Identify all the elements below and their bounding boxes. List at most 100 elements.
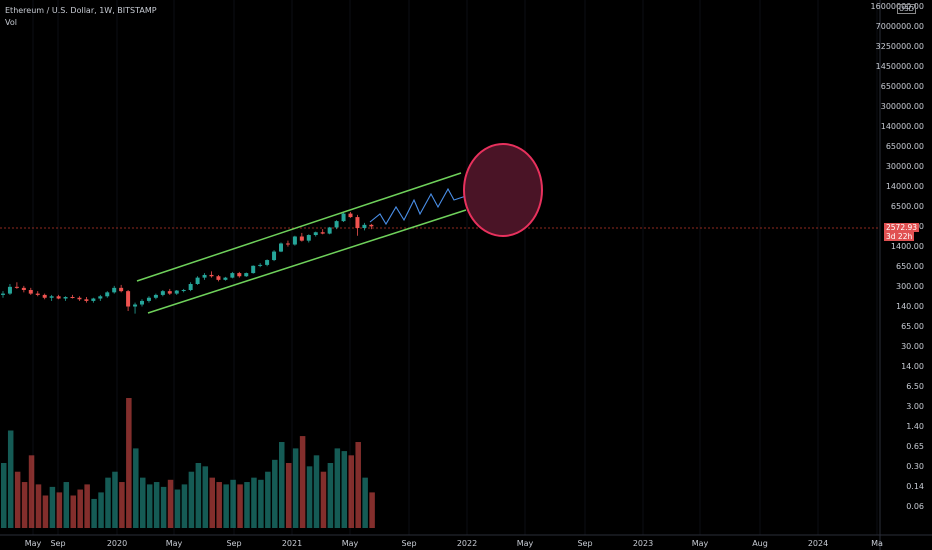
volume-bars xyxy=(1,398,375,528)
price-axis-label: 1450000.00 xyxy=(876,62,924,71)
target-circle[interactable] xyxy=(463,143,543,237)
volume-bar xyxy=(14,471,21,528)
price-axis-label: 65000.00 xyxy=(886,142,924,151)
volume-bar xyxy=(112,471,118,528)
volume-bar xyxy=(140,477,146,528)
candle-body xyxy=(195,277,200,284)
volume-bar xyxy=(70,495,76,528)
volume-bar xyxy=(209,477,215,528)
volume-bar xyxy=(7,430,14,528)
price-axis-label: 0.06 xyxy=(906,502,924,511)
time-axis-label: Sep xyxy=(401,539,416,548)
volume-bar xyxy=(77,489,83,528)
bar-countdown-badge: 3d 22h xyxy=(884,232,915,241)
time-axis-label: Ma xyxy=(871,539,883,548)
volume-bar xyxy=(28,455,35,528)
candle-body xyxy=(133,304,138,307)
price-axis-label: 6.50 xyxy=(906,382,924,391)
candle-body xyxy=(223,277,228,280)
candle-body xyxy=(306,235,311,241)
volume-bar xyxy=(299,436,306,528)
price-axis-label: 1400.00 xyxy=(891,242,924,251)
candle-body xyxy=(181,290,186,292)
channel-upper-line[interactable] xyxy=(136,172,462,282)
candle-body xyxy=(202,274,207,278)
projection-zigzag[interactable] xyxy=(369,186,489,226)
volume-bar xyxy=(35,484,42,528)
candle-body xyxy=(341,213,346,222)
symbol-title[interactable]: Ethereum / U.S. Dollar, 1W, BITSTAMP xyxy=(5,6,157,15)
price-axis-label: 3.00 xyxy=(906,402,924,411)
candle-body xyxy=(285,243,290,245)
volume-bar xyxy=(341,451,348,528)
candle-body xyxy=(42,294,47,298)
time-axis[interactable]: May Sep 2020 May Sep 2021 May Sep 2022 May Sep 2023… xyxy=(25,539,883,548)
volume-bar xyxy=(313,455,320,528)
time-axis-label: Sep xyxy=(226,539,241,548)
candle-body xyxy=(98,296,103,299)
candle-body xyxy=(126,291,131,307)
volume-bar xyxy=(160,486,167,528)
price-axis-label: 140.00 xyxy=(896,302,924,311)
price-axis-label: 30000.00 xyxy=(886,162,924,171)
candle-body xyxy=(174,290,179,294)
candle-body xyxy=(313,232,318,236)
candle-body xyxy=(327,227,332,234)
volume-bar xyxy=(285,463,292,528)
time-axis-label: 2022 xyxy=(457,539,477,548)
volume-bar xyxy=(91,498,97,528)
time-axis-label: May xyxy=(342,539,359,548)
volume-bar xyxy=(49,486,56,528)
price-axis-label: 3250000.00 xyxy=(876,42,924,51)
price-axis-label: 30.00 xyxy=(901,342,924,351)
volume-bar xyxy=(237,484,243,528)
candle-body xyxy=(348,213,353,218)
price-axis-label: 14000.00 xyxy=(886,182,924,191)
price-axis-label: 7000000.00 xyxy=(876,22,924,31)
volume-bar xyxy=(146,484,153,528)
candle-body xyxy=(56,296,61,299)
currency-button[interactable]: USD xyxy=(897,4,916,14)
volume-indicator-label[interactable]: Vol xyxy=(5,18,17,27)
candle-body xyxy=(28,290,33,294)
volume-bar xyxy=(369,492,375,528)
price-axis-label: 6500.00 xyxy=(891,202,924,211)
volume-bar xyxy=(258,479,264,528)
price-axis-label: 650000.00 xyxy=(881,82,924,91)
volume-bar xyxy=(153,482,160,528)
volume-bar xyxy=(84,484,90,528)
candle-body xyxy=(105,292,110,297)
price-axis-label: 14.00 xyxy=(901,362,924,371)
candle-body xyxy=(119,287,124,292)
channel-lower-line[interactable] xyxy=(147,209,467,314)
volume-bar xyxy=(42,495,49,528)
price-axis[interactable]: 16000000.007000000.003250000.001450000.0… xyxy=(871,2,924,511)
volume-bar xyxy=(279,442,285,528)
candle-body xyxy=(292,236,297,245)
candle-body xyxy=(167,291,172,294)
volume-bar xyxy=(98,492,104,528)
candle-body xyxy=(272,251,277,261)
candle-body xyxy=(258,264,263,266)
candle-body xyxy=(140,300,144,305)
volume-bar xyxy=(1,463,7,528)
price-axis-label: 65.00 xyxy=(901,322,924,331)
volume-bar xyxy=(306,466,313,528)
volume-bar xyxy=(195,463,202,528)
volume-bar xyxy=(320,471,327,528)
candle-body xyxy=(362,224,367,229)
volume-bar xyxy=(56,492,63,528)
drawings-layer xyxy=(136,143,543,314)
last-price-badge: 2572.93 xyxy=(884,223,920,232)
time-axis-label: 2020 xyxy=(107,539,127,548)
volume-bar xyxy=(334,448,341,528)
candle-body xyxy=(320,232,325,234)
candle-body xyxy=(112,287,117,293)
volume-bar xyxy=(362,477,368,528)
volume-bar xyxy=(63,482,70,528)
price-axis-label: 0.65 xyxy=(906,442,924,451)
candle-body xyxy=(14,286,19,288)
price-axis-label: 0.30 xyxy=(906,462,924,471)
candle-body xyxy=(244,273,249,277)
